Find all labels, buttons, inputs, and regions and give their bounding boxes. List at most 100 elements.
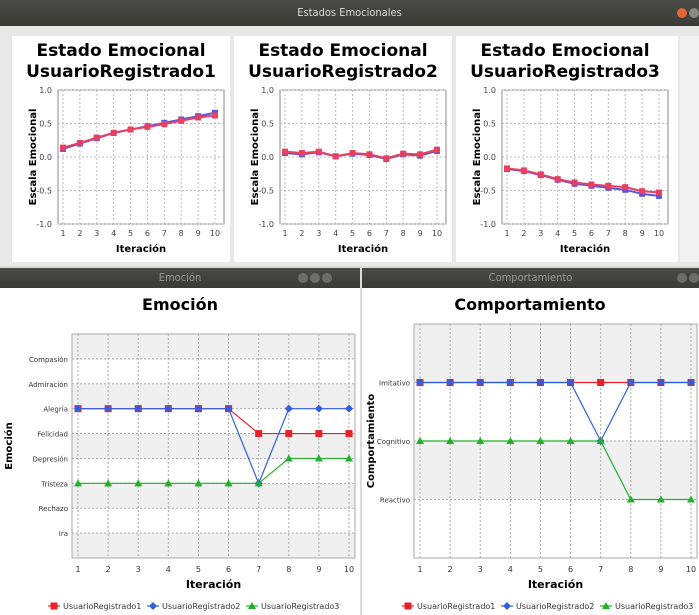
y-category-label: Cognitivo <box>377 438 410 446</box>
close-icon[interactable] <box>677 8 687 18</box>
data-point <box>282 148 288 155</box>
data-point <box>74 404 82 413</box>
data-point <box>315 430 323 438</box>
y-tick-label: -1.0 <box>36 220 52 229</box>
legend-marker <box>248 602 256 609</box>
data-point <box>224 404 233 413</box>
plot-band <box>414 441 697 500</box>
x-tick-label: 5 <box>538 565 543 574</box>
data-point <box>314 404 323 413</box>
legend-label: UsuarioRegistrado1 <box>63 602 141 611</box>
y-category-label: Imitativo <box>379 380 410 388</box>
data-point <box>656 495 665 503</box>
close-icon[interactable] <box>298 273 308 283</box>
y-tick-label: 0.5 <box>261 120 274 129</box>
chart-title-line2: UsuarioRegistrado1 <box>26 62 216 82</box>
x-tick-label: 7 <box>598 565 603 574</box>
data-point <box>571 179 578 186</box>
x-tick-label: 8 <box>179 229 184 238</box>
plot-area <box>501 89 669 225</box>
y-tick-label: 0.0 <box>39 153 52 162</box>
series-line-2 <box>284 148 438 160</box>
comportamiento-window-titlebar[interactable]: Comportamiento <box>362 268 699 288</box>
y-axis-label: Escala Emocional <box>250 109 261 206</box>
x-tick-label: 7 <box>256 565 261 574</box>
x-tick-label: 6 <box>589 229 594 238</box>
emocion-window-title: Emoción <box>158 271 202 284</box>
x-tick-label: 2 <box>106 565 111 574</box>
data-point <box>366 151 373 158</box>
comportamiento-window-body: Comportamiento Reactivo Cognitivo Imitativo… <box>362 288 699 615</box>
series-line-2 <box>506 167 660 194</box>
y-category-label: Depresión <box>33 455 68 463</box>
data-point <box>537 171 544 178</box>
top-window-titlebar[interactable]: Estados Emocionales <box>0 0 699 26</box>
data-point <box>104 404 113 413</box>
data-point <box>194 404 203 413</box>
x-tick-label: 9 <box>196 229 201 238</box>
data-point <box>597 379 605 386</box>
series-line-2 <box>420 381 691 443</box>
data-point <box>284 454 293 462</box>
data-point <box>314 454 323 462</box>
data-point <box>284 404 293 413</box>
x-tick-label: 3 <box>478 565 483 574</box>
chart-emocion: Emoción Ira Rechazo Tristeza Depresión Felici… <box>3 295 356 611</box>
data-point <box>383 155 390 162</box>
y-axis-label: Emoción <box>3 422 15 469</box>
plot-band <box>72 383 355 409</box>
chart-title-line1: Estado Emocional <box>36 41 205 61</box>
x-tick-label: 7 <box>384 229 389 238</box>
data-point <box>656 378 665 387</box>
x-tick-label: 8 <box>623 229 628 238</box>
y-tick-label: -1.0 <box>480 220 496 229</box>
x-tick-label: 4 <box>333 229 338 238</box>
emocion-window-titlebar[interactable]: Emoción <box>0 268 360 288</box>
x-tick-label: 5 <box>128 229 133 238</box>
y-axis-label: Escala Emocional <box>28 109 39 206</box>
chart-comportamiento: ComportamientoReactivoCognitivoImitativo… <box>366 295 698 611</box>
y-tick-label: 0.5 <box>483 120 496 129</box>
close-icon[interactable] <box>677 273 687 283</box>
data-point <box>504 165 510 172</box>
data-point <box>622 184 629 191</box>
y-category-label: Felicidad <box>37 431 68 439</box>
chart-title: Emoción <box>142 295 218 314</box>
x-tick-label: 9 <box>316 565 321 574</box>
minimize-icon[interactable] <box>689 273 699 283</box>
data-point <box>127 126 134 133</box>
plot-band <box>72 334 355 359</box>
x-tick-label: 3 <box>316 229 321 238</box>
x-tick-label: 2 <box>77 229 82 238</box>
x-axis-label: Iteración <box>338 243 388 255</box>
top-window-title: Estados Emocionales <box>297 6 402 19</box>
x-tick-label: 5 <box>572 229 577 238</box>
y-category-label: Rechazo <box>39 505 68 513</box>
x-tick-label: 5 <box>196 565 201 574</box>
series-line-3 <box>420 440 691 501</box>
data-point <box>476 437 485 444</box>
x-tick-label: 10 <box>654 229 664 238</box>
minimize-icon[interactable] <box>689 8 699 18</box>
legend-label: UsuarioRegistrado3 <box>615 602 693 611</box>
x-tick-label: 10 <box>686 565 696 574</box>
legend-marker <box>50 602 58 610</box>
x-tick-label: 6 <box>568 565 573 574</box>
x-tick-label: 10 <box>344 565 354 574</box>
x-tick-label: 9 <box>658 565 663 574</box>
x-tick-label: 3 <box>538 229 543 238</box>
legend-label: UsuarioRegistrado1 <box>417 602 495 611</box>
x-tick-label: 6 <box>145 229 150 238</box>
series-line-2 <box>62 114 216 149</box>
minimize-icon[interactable] <box>310 273 320 283</box>
data-point <box>588 181 595 188</box>
data-point <box>255 430 263 438</box>
data-point <box>596 437 605 444</box>
data-point <box>476 378 485 387</box>
scroll-track[interactable] <box>680 36 699 262</box>
maximize-icon[interactable] <box>322 273 332 283</box>
chart-title-line1: Estado Emocional <box>480 41 649 61</box>
y-tick-label: 0.5 <box>39 120 52 129</box>
plot-area <box>71 333 356 559</box>
legend-label: UsuarioRegistrado3 <box>261 602 339 611</box>
